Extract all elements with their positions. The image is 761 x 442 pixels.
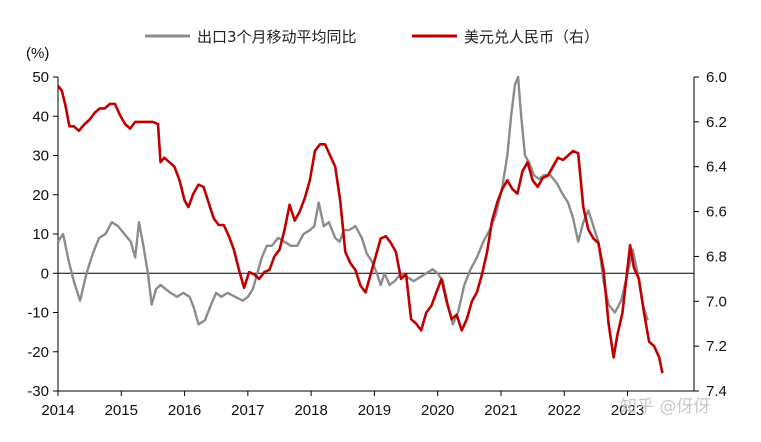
left-axis-unit: (%) [26, 45, 49, 62]
x-tick-label: 2018 [294, 402, 327, 419]
right-axis-ticks: 6.0 6.2 6.4 6.6 6.8 7.0 7.2 7.4 [694, 69, 727, 400]
x-tick-label: 2016 [168, 402, 201, 419]
left-tick-label: 30 [32, 148, 49, 165]
series-line-export [56, 75, 649, 326]
x-tick-label: 2021 [484, 402, 517, 419]
x-tick-label: 2014 [41, 402, 74, 419]
x-tick-label: 2022 [548, 402, 581, 419]
x-axis-ticks: 2014 2015 2016 2017 2018 2019 2020 2021 2022 2023 [41, 391, 644, 419]
left-tick-label: -20 [27, 344, 49, 361]
right-tick-label: 6.6 [706, 204, 727, 221]
left-tick-label: 10 [32, 226, 49, 243]
legend-label-export: 出口3个月移动平均同比 [197, 28, 357, 46]
left-tick-label: 50 [32, 69, 49, 86]
right-tick-label: 6.4 [706, 159, 727, 176]
right-tick-label: 7.0 [706, 293, 727, 310]
x-tick-label: 2020 [421, 402, 454, 419]
left-axis-ticks: 50 40 30 20 10 0 -10 -20 -30 [27, 69, 58, 400]
right-tick-label: 7.4 [706, 383, 727, 400]
x-tick-label: 2015 [105, 402, 138, 419]
right-tick-label: 6.2 [706, 114, 727, 131]
right-tick-label: 7.2 [706, 338, 727, 355]
x-tick-label: 2019 [358, 402, 391, 419]
watermark: 知乎 @伢伢 [620, 397, 710, 417]
left-tick-label: -10 [27, 305, 49, 322]
left-tick-label: 40 [32, 108, 49, 125]
legend: 出口3个月移动平均同比 美元兑人民币（右） [145, 28, 599, 46]
left-tick-label: -30 [27, 383, 49, 400]
left-tick-label: 20 [32, 187, 49, 204]
right-tick-label: 6.8 [706, 248, 727, 265]
x-tick-label: 2017 [231, 402, 264, 419]
left-tick-label: 0 [41, 265, 49, 282]
legend-label-usdcny: 美元兑人民币（右） [464, 28, 599, 46]
x-tick-label: 2023 [611, 402, 644, 419]
right-tick-label: 6.0 [706, 69, 727, 86]
series-line-usdcny [57, 85, 664, 374]
